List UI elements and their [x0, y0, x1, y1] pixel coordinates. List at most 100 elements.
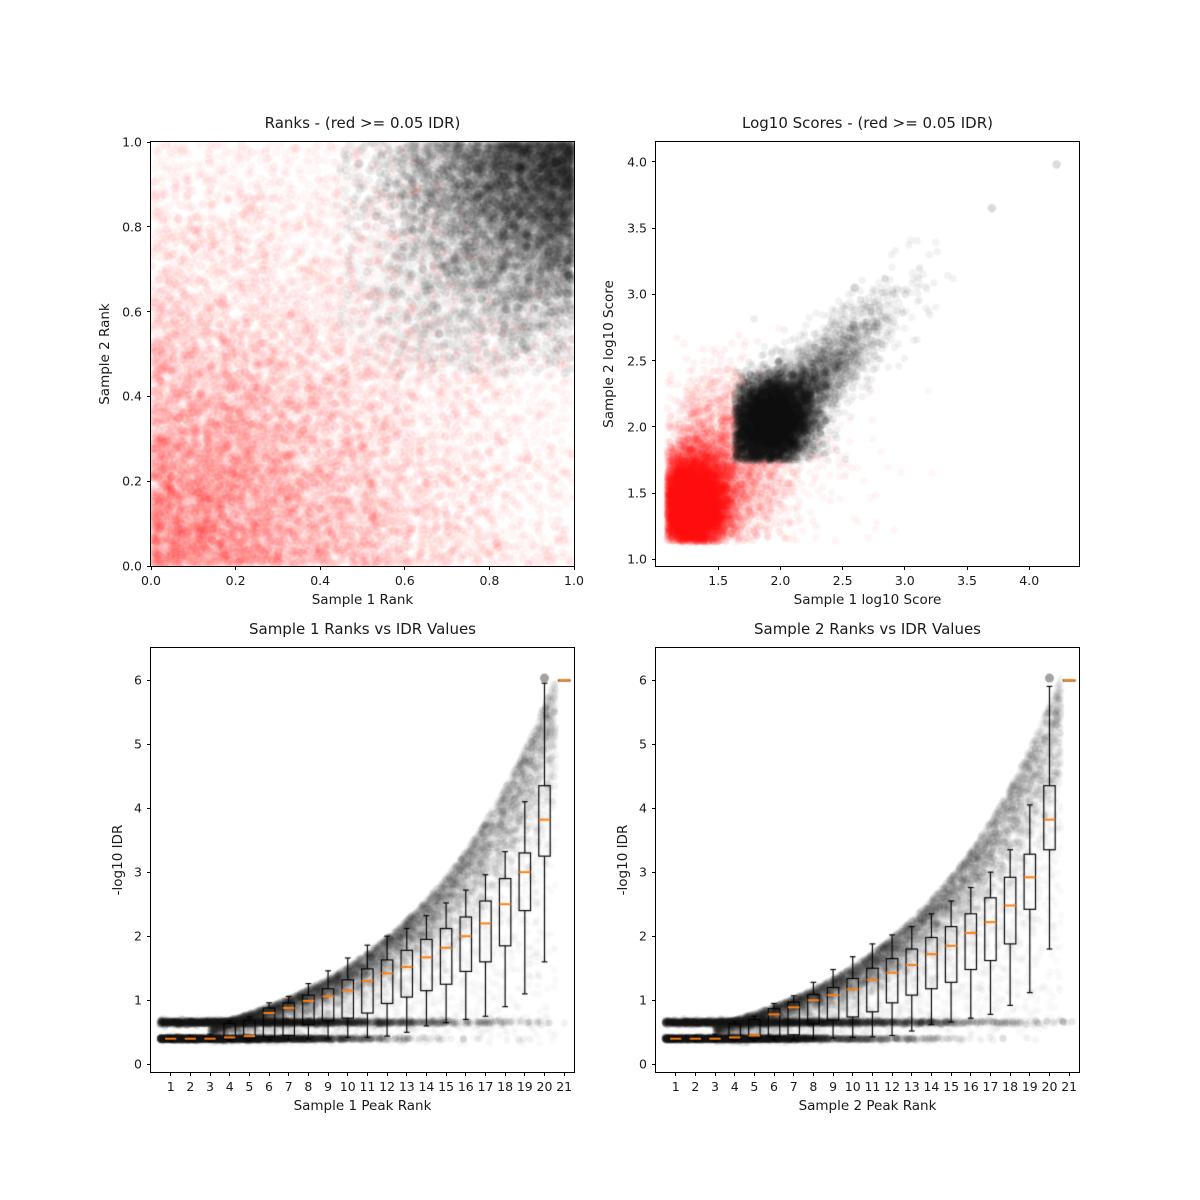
x-tick-label: 1.5: [708, 573, 729, 588]
y-tick-label: 3.0: [627, 286, 647, 302]
panel-ranks-scatter: Ranks - (red >= 0.05 IDR) Sample 2 Rank …: [97, 114, 584, 608]
x-tick-mark: [812, 1072, 814, 1076]
x-tick-label: 1.0: [564, 573, 584, 588]
x-tick-mark: [150, 566, 152, 570]
x-tick-mark: [524, 1072, 526, 1076]
x-tick-label: 2: [691, 1079, 700, 1094]
x-tick-mark: [573, 566, 575, 570]
x-tick-label: 18: [1002, 1079, 1019, 1094]
y-tick-mark: [147, 679, 151, 681]
log10-scores-scatter-canvas: [656, 142, 1079, 566]
panel-log10-scores-scatter: Log10 Scores - (red >= 0.05 IDR) Sample …: [601, 114, 1080, 608]
x-tick-mark: [904, 566, 906, 570]
x-tick-mark: [753, 1072, 755, 1076]
y-axis-label: Sample 2 Rank: [97, 303, 113, 405]
x-tick-label: 0.8: [479, 573, 500, 588]
x-tick-label: 15: [438, 1079, 455, 1094]
x-tick-mark: [714, 1072, 716, 1076]
x-tick-mark: [675, 1072, 677, 1076]
x-tick-label: 6: [265, 1079, 273, 1094]
x-tick-label: 8: [304, 1079, 313, 1094]
y-tick-label: 0: [639, 1056, 647, 1072]
y-tick-mark: [652, 492, 656, 494]
x-tick-label: 11: [359, 1079, 376, 1094]
x-tick-mark: [970, 1072, 972, 1076]
y-tick-label: 2.5: [627, 353, 647, 369]
x-tick-label: 17: [477, 1079, 494, 1094]
x-tick-label: 13: [903, 1079, 920, 1094]
x-tick-label: 0.0: [141, 573, 161, 588]
x-tick-mark: [425, 1072, 427, 1076]
y-tick-label: 1.0: [122, 134, 142, 150]
x-tick-label: 21: [1061, 1079, 1078, 1094]
x-tick-mark: [1029, 1072, 1031, 1076]
x-tick-label: 2.5: [832, 573, 853, 588]
x-tick-label: 11: [864, 1079, 881, 1094]
y-tick-label: 1.0: [627, 551, 647, 567]
x-tick-label: 16: [962, 1079, 979, 1094]
y-tick-label: 1: [134, 992, 142, 1008]
x-tick-label: 19: [1021, 1079, 1038, 1094]
x-tick-label: 9: [829, 1079, 838, 1094]
x-tick-label: 3: [711, 1079, 719, 1094]
y-tick-mark: [652, 360, 656, 362]
y-tick-label: 0.2: [122, 473, 142, 489]
y-tick-label: 4.0: [627, 154, 647, 170]
y-tick-mark: [147, 935, 151, 937]
x-tick-label: 15: [943, 1079, 960, 1094]
x-tick-mark: [773, 1072, 775, 1076]
x-tick-mark: [694, 1072, 696, 1076]
y-tick-mark: [652, 293, 656, 295]
x-tick-label: 3.0: [894, 573, 915, 588]
y-tick-mark: [147, 311, 151, 313]
x-tick-mark: [465, 1072, 467, 1076]
x-axis-label: Sample 1 Peak Rank: [293, 1098, 432, 1114]
x-tick-mark: [1048, 1072, 1050, 1076]
y-tick-mark: [147, 480, 151, 482]
x-tick-label: 1: [671, 1079, 680, 1094]
x-tick-mark: [235, 566, 237, 570]
x-tick-label: 16: [457, 1079, 474, 1094]
ranks-scatter-canvas: [151, 142, 574, 566]
y-axis-label: -log10 IDR: [110, 824, 126, 896]
x-tick-mark: [1028, 566, 1030, 570]
x-tick-label: 14: [923, 1079, 940, 1094]
y-tick-label: 0.4: [122, 388, 142, 404]
y-tick-mark: [147, 395, 151, 397]
x-tick-mark: [966, 566, 968, 570]
x-tick-mark: [366, 1072, 368, 1076]
x-axis-label: Sample 1 Rank: [311, 592, 414, 608]
x-tick-mark: [347, 1072, 349, 1076]
x-tick-mark: [386, 1072, 388, 1076]
y-tick-label: 0.8: [122, 219, 142, 235]
x-tick-label: 10: [844, 1079, 861, 1094]
y-axis-label: Sample 2 log10 Score: [601, 280, 617, 428]
x-tick-label: 1: [166, 1079, 175, 1094]
x-tick-label: 0.2: [225, 573, 246, 588]
x-tick-label: 9: [324, 1079, 333, 1094]
y-tick-label: 5: [639, 736, 647, 752]
y-tick-mark: [652, 426, 656, 428]
x-tick-mark: [209, 1072, 211, 1076]
y-tick-label: 6: [134, 672, 142, 688]
y-tick-mark: [652, 558, 656, 560]
y-tick-label: 3: [134, 864, 142, 880]
y-tick-label: 0.6: [122, 304, 142, 320]
x-tick-label: 4: [225, 1079, 234, 1094]
x-tick-mark: [445, 1072, 447, 1076]
y-tick-mark: [147, 565, 151, 567]
x-tick-mark: [488, 566, 490, 570]
x-tick-label: 13: [398, 1079, 415, 1094]
y-tick-mark: [147, 871, 151, 873]
y-tick-mark: [147, 1063, 151, 1065]
y-tick-label: 0.0: [122, 558, 142, 574]
panel-sample2-rank-idr-boxplot: Sample 2 Ranks vs IDR Values -log10 IDR …: [615, 620, 1080, 1114]
x-tick-mark: [563, 1072, 565, 1076]
sample2-rank-idr-canvas: [656, 648, 1079, 1072]
y-tick-label: 0: [134, 1056, 142, 1072]
x-tick-label: 3.5: [957, 573, 977, 588]
sample1-rank-idr-canvas: [151, 648, 574, 1072]
x-tick-mark: [504, 1072, 506, 1076]
y-tick-mark: [147, 999, 151, 1001]
x-tick-mark: [734, 1072, 736, 1076]
